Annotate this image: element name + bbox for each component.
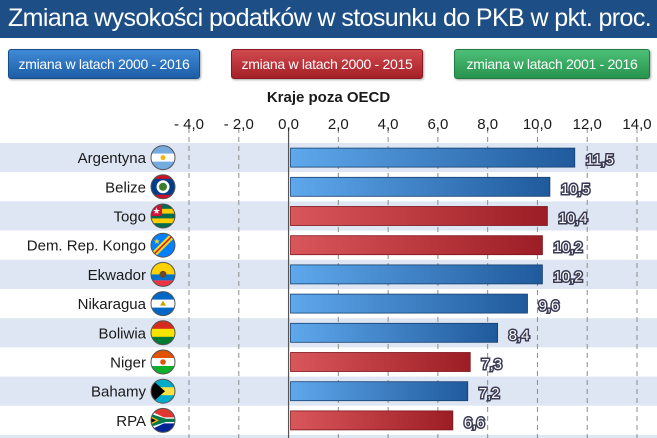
bolivia-flag-icon: [150, 320, 176, 346]
south-africa-flag-icon: [150, 407, 176, 433]
bar: [290, 381, 469, 402]
x-tick-label: 0,0: [278, 116, 299, 133]
bar: [290, 410, 454, 431]
category-label: Boliwia: [98, 325, 146, 342]
x-tick-label: 2,0: [328, 116, 349, 133]
category-label: RPA: [116, 413, 146, 430]
x-tick-label: 4,0: [378, 116, 399, 133]
value-label: 11,5: [586, 152, 614, 169]
bahamas-flag-icon: [150, 378, 176, 404]
value-label: 10,2: [553, 268, 582, 285]
legend-2001-2016-button[interactable]: zmiana w latach 2001 - 2016: [454, 49, 650, 79]
chart-subtitle: Kraje poza OECD: [266, 89, 391, 106]
bar: [290, 176, 551, 197]
bar: [290, 352, 471, 372]
niger-flag-icon: [150, 349, 176, 375]
category-label: Ekwador: [88, 267, 146, 284]
togo-flag-icon: ★: [150, 203, 176, 229]
value-label: 10,4: [558, 210, 587, 227]
row-band: [0, 435, 657, 438]
x-tick-label: 10,0: [523, 116, 552, 133]
value-label: 7,2: [479, 385, 500, 402]
x-tick-label: 8,0: [477, 116, 498, 133]
title-bar: Zmiana wysokości podatków w stosunku do …: [0, 0, 657, 38]
category-label: Belize: [105, 179, 146, 196]
category-label: Bahamy: [91, 384, 147, 401]
value-label: 7,3: [481, 356, 502, 373]
x-tick-label: - 2,0: [224, 116, 254, 133]
legend-2000-2015-button[interactable]: zmiana w latach 2000 - 2015: [231, 49, 423, 79]
chart-title: Zmiana wysokości podatków w stosunku do …: [8, 4, 652, 32]
category-label: Togo: [113, 209, 146, 226]
x-tick-label: 12,0: [573, 116, 602, 133]
value-label: 10,2: [553, 239, 582, 256]
x-tick-label: - 4,0: [174, 116, 204, 133]
value-label: 8,4: [509, 327, 530, 344]
x-tick-label: 6,0: [427, 116, 448, 133]
value-label: 6,6: [464, 414, 485, 431]
ecuador-flag-icon: [150, 261, 176, 287]
bar: [290, 322, 499, 343]
svg-text:★: ★: [152, 206, 160, 216]
category-label: Argentyna: [78, 150, 147, 167]
category-label: Dem. Rep. Kongo: [27, 238, 146, 255]
bar: [290, 206, 548, 226]
bar: [290, 293, 528, 314]
category-label: Nikaragua: [78, 296, 147, 313]
legend-2000-2016-button[interactable]: zmiana w latach 2000 - 2016: [8, 49, 200, 79]
category-label: Niger: [110, 355, 146, 372]
bar: [290, 264, 543, 285]
dr-congo-flag-icon: ★: [150, 232, 176, 258]
belize-flag-icon: [150, 174, 176, 200]
bar: [290, 147, 576, 168]
value-label: 9,6: [538, 298, 559, 315]
argentina-flag-icon: [150, 145, 176, 171]
bar: [290, 235, 543, 256]
svg-text:★: ★: [153, 237, 160, 246]
x-tick-label: 14,0: [622, 116, 651, 133]
nicaragua-flag-icon: [150, 291, 176, 317]
value-label: 10,5: [561, 181, 590, 198]
